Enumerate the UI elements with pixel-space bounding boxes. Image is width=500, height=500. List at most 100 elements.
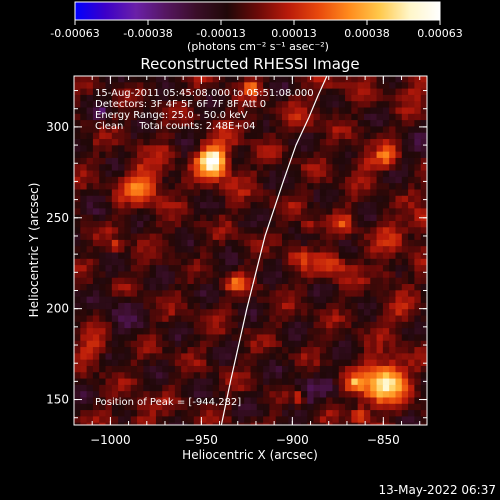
heatmap-cell: [319, 101, 327, 109]
heatmap-cell: [237, 309, 245, 317]
heatmap-cell: [288, 145, 296, 153]
heatmap-cell: [351, 145, 359, 153]
heatmap-cell: [124, 328, 132, 336]
heatmap-cell: [74, 183, 81, 191]
heatmap-cell: [105, 189, 113, 197]
heatmap-cell: [174, 315, 182, 323]
heatmap-cell: [250, 126, 258, 134]
heatmap-cell: [288, 359, 296, 367]
heatmap-cell: [149, 113, 157, 121]
heatmap-cell: [389, 353, 397, 361]
heatmap-cell: [288, 302, 296, 310]
heatmap-cell: [250, 416, 258, 424]
heatmap-cell: [124, 284, 132, 291]
heatmap-cell: [370, 315, 378, 323]
heatmap-cell: [300, 334, 308, 342]
heatmap-cell: [174, 227, 182, 235]
heatmap-cell: [414, 258, 422, 266]
heatmap-cell: [338, 227, 346, 235]
heatmap-cell: [338, 145, 346, 153]
heatmap-cell: [313, 309, 321, 317]
heatmap-cell: [193, 422, 201, 425]
heatmap-cell: [275, 265, 283, 273]
heatmap-cell: [218, 107, 226, 115]
y-tick-label: 300: [46, 120, 69, 134]
heatmap-cell: [269, 378, 277, 386]
heatmap-cell: [218, 195, 226, 203]
heatmap-cell: [420, 82, 427, 90]
heatmap-cell: [389, 296, 397, 304]
heatmap-cell: [300, 296, 308, 304]
heatmap-cell: [231, 271, 239, 279]
heatmap-cell: [408, 277, 415, 285]
heatmap-cell: [338, 113, 346, 121]
heatmap-cell: [168, 113, 176, 121]
heatmap-cell: [200, 347, 207, 354]
heatmap-cell: [382, 170, 390, 178]
heatmap-cell: [206, 416, 214, 424]
heatmap-cell: [326, 145, 334, 153]
heatmap-cell: [395, 82, 403, 90]
heatmap-cell: [370, 353, 378, 361]
heatmap-cell: [206, 284, 214, 291]
heatmap-cell: [244, 107, 252, 115]
heatmap-cell: [275, 416, 283, 424]
heatmap-cell: [414, 284, 422, 291]
heatmap-cell: [137, 101, 144, 109]
heatmap-cell: [319, 265, 327, 273]
heatmap-cell: [225, 372, 233, 380]
heatmap-cell: [389, 315, 397, 323]
heatmap-cell: [231, 397, 239, 405]
heatmap-cell: [99, 220, 107, 228]
heatmap-cell: [174, 94, 182, 102]
heatmap-cell: [237, 284, 245, 291]
heatmap-cell: [408, 403, 415, 411]
heatmap-cell: [408, 113, 415, 121]
heatmap-cell: [288, 227, 296, 235]
heatmap-cell: [155, 334, 163, 342]
heatmap-cell: [218, 347, 226, 354]
heatmap-cell: [345, 183, 352, 191]
heatmap-cell: [244, 315, 252, 323]
heatmap-cell: [414, 347, 422, 354]
heatmap-cell: [206, 113, 214, 121]
heatmap-cell: [376, 214, 384, 222]
heatmap-cell: [137, 277, 144, 285]
heatmap-cell: [143, 233, 151, 241]
heatmap-cell: [86, 271, 94, 279]
heatmap-cell: [86, 378, 94, 386]
heatmap-cell: [288, 176, 296, 184]
heatmap-cell: [300, 214, 308, 222]
heatmap-cell: [338, 265, 346, 273]
heatmap-cell: [244, 378, 252, 386]
heatmap-cell: [193, 353, 201, 361]
heatmap-cell: [275, 139, 283, 146]
heatmap-cell: [86, 176, 94, 184]
heatmap-cell: [288, 315, 296, 323]
heatmap-cell: [111, 334, 119, 342]
heatmap-cell: [155, 410, 163, 417]
heatmap-cell: [187, 384, 195, 392]
heatmap-cell: [218, 321, 226, 329]
annotation-clean-counts: Clean Total counts: 2.48E+04: [95, 121, 255, 132]
heatmap-cell: [206, 277, 214, 285]
heatmap-cell: [376, 101, 384, 109]
heatmap-cell: [155, 347, 163, 354]
heatmap-cell: [275, 151, 283, 159]
heatmap-cell: [124, 183, 132, 191]
heatmap-cell: [80, 176, 88, 184]
heatmap-cell: [244, 101, 252, 109]
heatmap-cell: [307, 397, 315, 405]
heatmap-cell: [345, 208, 352, 216]
heatmap-cell: [174, 233, 182, 241]
heatmap-cell: [263, 183, 271, 191]
heatmap-cell: [363, 170, 371, 178]
heatmap-cell: [118, 252, 126, 260]
annotation-time-range: 15-Aug-2011 05:45:08.000 to 05:51:08.000: [95, 88, 314, 99]
heatmap-cell: [168, 403, 176, 411]
heatmap-cell: [86, 321, 94, 329]
heatmap-cell: [193, 120, 201, 128]
heatmap-cell: [231, 82, 239, 90]
heatmap-cell: [181, 176, 189, 184]
heatmap-cell: [200, 416, 207, 424]
